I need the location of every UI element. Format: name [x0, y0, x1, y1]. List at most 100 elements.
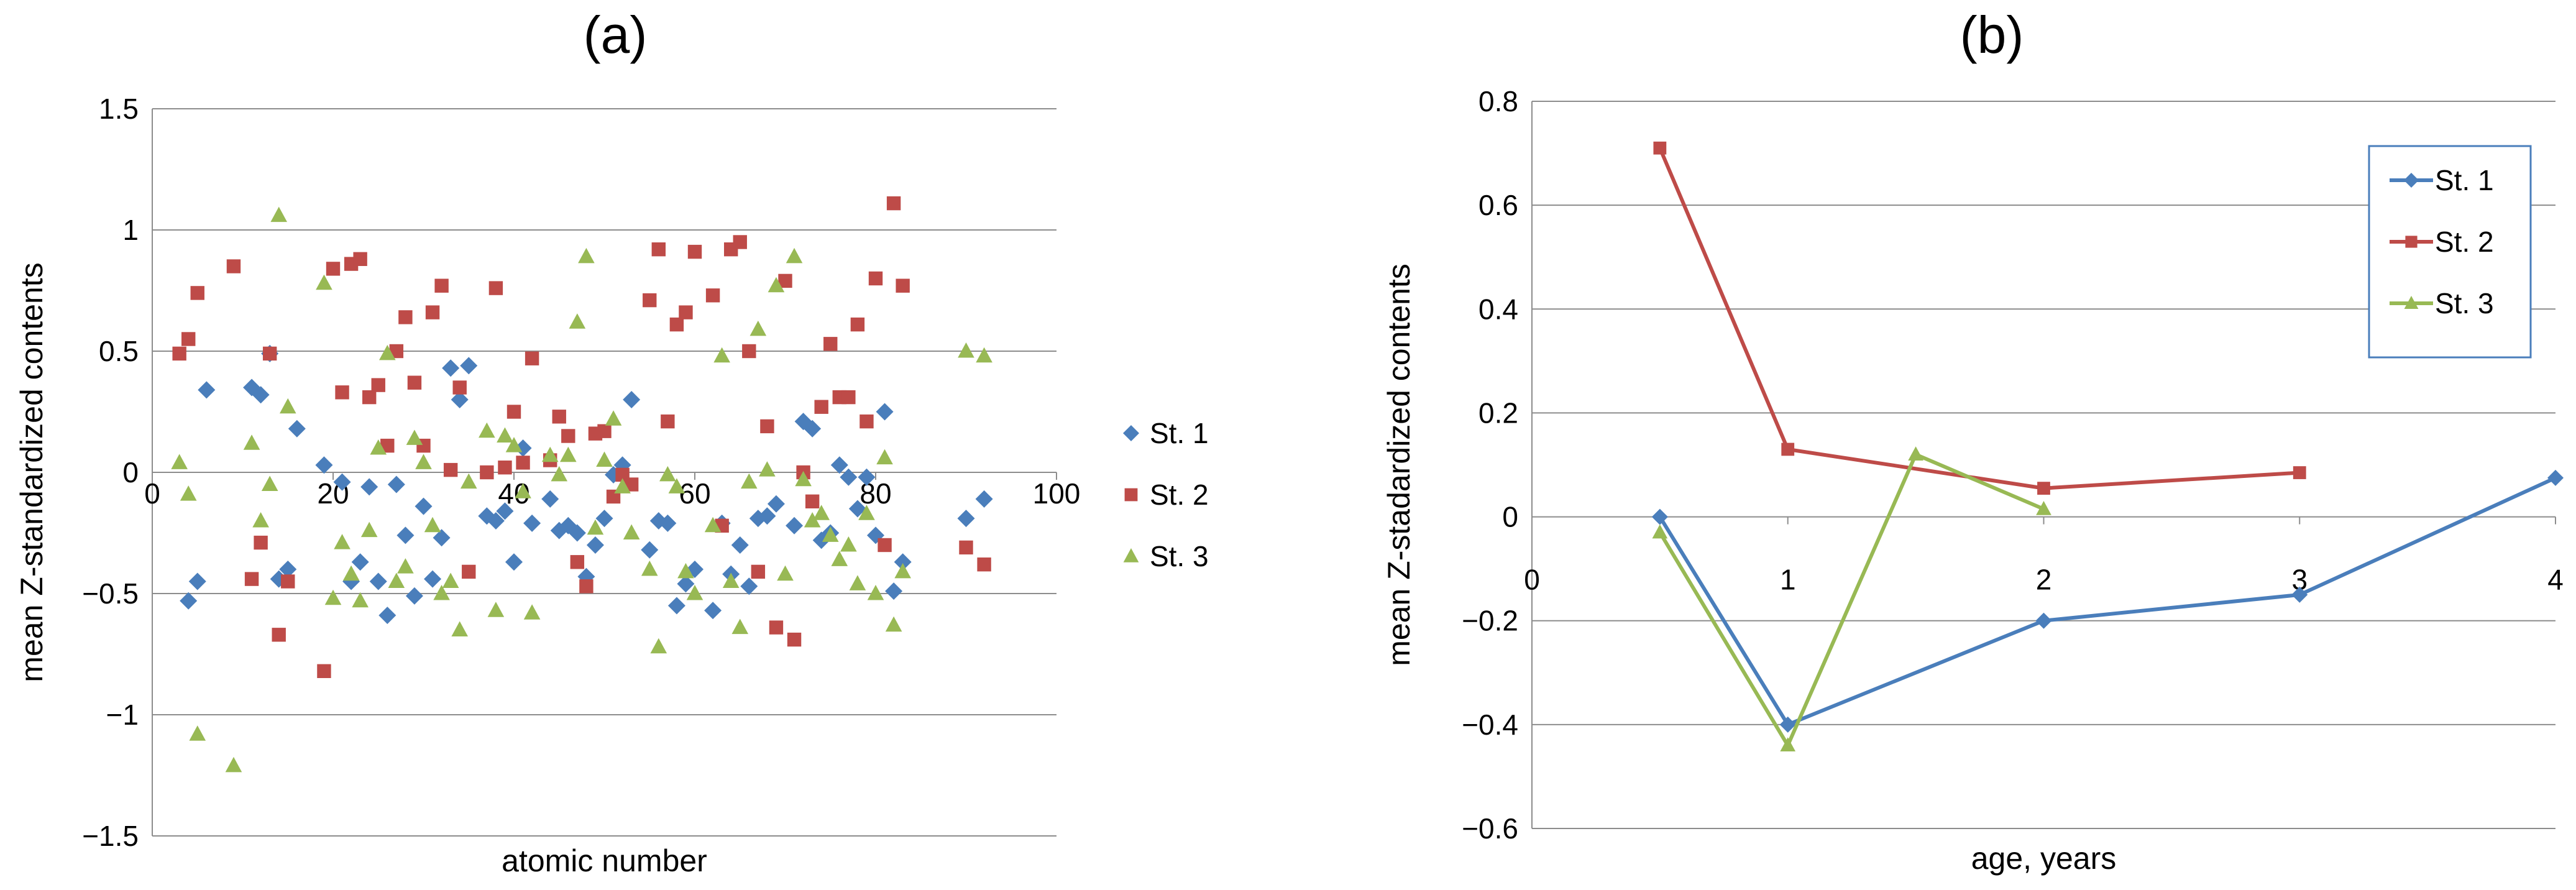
- data-point: [878, 538, 892, 553]
- data-point: [315, 456, 333, 474]
- data-point: [687, 244, 702, 259]
- data-point: [397, 558, 414, 574]
- data-point: [570, 555, 585, 569]
- series-st-3: [1652, 446, 2051, 752]
- data-point: [795, 470, 812, 487]
- data-point: [333, 473, 351, 491]
- series-st-3: [171, 206, 992, 773]
- data-point: [369, 572, 387, 590]
- x-tick-label: 2: [2036, 564, 2052, 596]
- data-point: [2547, 469, 2564, 486]
- data-point: [552, 410, 566, 424]
- data-point: [2035, 612, 2052, 629]
- data-point: [786, 516, 804, 534]
- legend-label: St. 3: [1150, 540, 1209, 572]
- data-point: [189, 725, 206, 741]
- data-point: [740, 577, 758, 595]
- data-point: [523, 604, 541, 620]
- x-tick-label: 100: [1033, 477, 1081, 510]
- data-point: [749, 320, 767, 336]
- x-tick-label: 0: [1524, 564, 1540, 596]
- data-point: [451, 391, 469, 408]
- data-point: [180, 592, 198, 610]
- data-point: [551, 466, 568, 482]
- y-tick-label: 0.8: [1478, 85, 1518, 117]
- data-point: [596, 451, 613, 467]
- data-point: [415, 454, 432, 469]
- series-line: [1658, 452, 2045, 748]
- data-point: [406, 429, 423, 445]
- data-point: [326, 262, 341, 276]
- x-axis-label: atomic number: [502, 843, 707, 878]
- data-point: [669, 317, 684, 332]
- data-point: [758, 507, 776, 525]
- data-point: [279, 398, 296, 414]
- data-point: [261, 475, 278, 491]
- data-point: [759, 461, 776, 477]
- data-point: [894, 553, 912, 571]
- data-point: [1651, 508, 1668, 525]
- data-point: [335, 385, 349, 400]
- data-point: [244, 572, 259, 586]
- data-point: [769, 620, 784, 635]
- data-point: [351, 553, 369, 571]
- data-point: [814, 400, 828, 414]
- data-point: [777, 565, 794, 581]
- data-point: [352, 592, 369, 608]
- data-point: [813, 505, 830, 520]
- data-point: [1908, 446, 1923, 461]
- data-point: [823, 337, 838, 351]
- series-st-1: [1651, 469, 2564, 733]
- data-point: [226, 259, 241, 273]
- data-point: [659, 466, 676, 482]
- chart-a: −1.5−1−0.500.511.50 20 40 60 80 100(a)atomic …: [14, 6, 1208, 878]
- y-tick-label: −0.4: [1462, 709, 1518, 741]
- data-point: [958, 342, 974, 358]
- data-point: [424, 570, 442, 588]
- y-axis-label: mean Z-stadardized contents: [1382, 264, 1416, 666]
- data-point: [415, 497, 433, 515]
- chart-b: −0.6−0.4−0.200.20.40.60.80 1 2 3 4(b)age, ye…: [1382, 6, 2564, 876]
- data-point: [885, 582, 903, 600]
- data-point: [243, 434, 260, 450]
- data-point: [561, 429, 575, 443]
- data-point: [977, 557, 991, 572]
- data-point: [767, 495, 785, 513]
- data-point: [516, 456, 530, 470]
- data-point: [731, 536, 749, 554]
- data-point: [515, 483, 531, 498]
- data-point: [597, 424, 612, 438]
- legend: St. 1 St. 2 St. 3: [2368, 145, 2532, 359]
- data-point: [1653, 141, 1667, 155]
- data-point: [2036, 501, 2051, 515]
- data-point: [370, 439, 387, 455]
- y-tick-label: 0: [1502, 501, 1518, 533]
- data-point: [353, 252, 367, 266]
- data-point: [677, 575, 695, 593]
- data-point: [460, 357, 478, 375]
- data-point: [1652, 524, 1668, 539]
- data-point: [425, 305, 440, 319]
- data-point: [1780, 737, 1796, 752]
- data-point: [497, 427, 513, 443]
- data-point: [188, 572, 206, 590]
- data-point: [451, 621, 468, 636]
- x-tick-label: 60: [679, 477, 710, 510]
- data-point: [830, 456, 848, 474]
- legend-marker: [2404, 296, 2419, 309]
- data-point: [579, 579, 594, 594]
- data-point: [778, 273, 792, 288]
- data-point: [398, 310, 413, 324]
- data-point: [742, 344, 756, 359]
- legend-label: St. 3: [2435, 287, 2494, 319]
- y-tick-label: 0.6: [1478, 189, 1518, 221]
- data-point: [641, 541, 659, 559]
- data-point: [389, 344, 404, 359]
- y-tick-label: 0.4: [1478, 293, 1518, 325]
- data-point: [569, 313, 586, 329]
- x-tick-label: 1: [1780, 564, 1796, 596]
- data-point: [805, 494, 820, 508]
- data-point: [434, 278, 449, 293]
- data-point: [498, 461, 512, 475]
